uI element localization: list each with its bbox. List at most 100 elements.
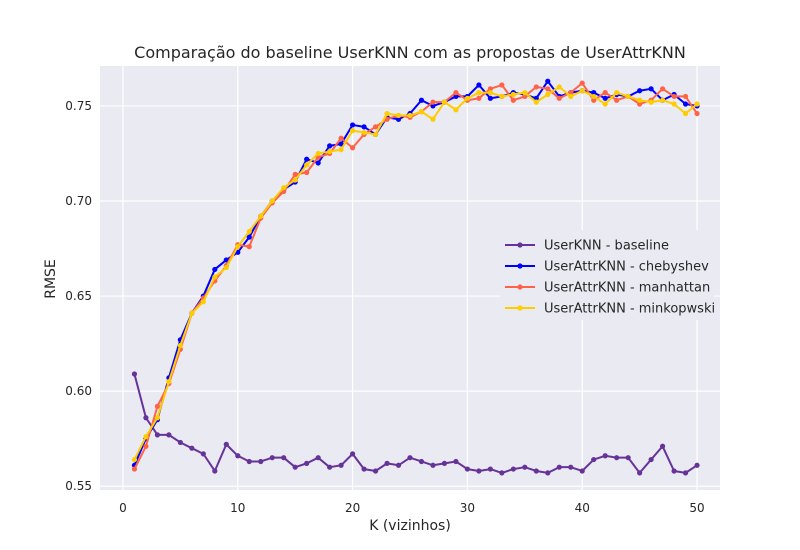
data-point xyxy=(166,432,172,438)
y-tick-label: 0.75 xyxy=(65,99,92,113)
data-point xyxy=(694,110,700,117)
legend-swatch-marker xyxy=(517,305,523,311)
data-point xyxy=(235,453,241,459)
legend-swatch-marker xyxy=(517,284,523,290)
data-point xyxy=(281,185,287,191)
data-point xyxy=(591,456,597,463)
data-point xyxy=(556,95,562,101)
legend-item: UserKNN - baseline xyxy=(505,239,669,254)
data-point xyxy=(476,95,482,101)
data-point xyxy=(315,455,321,461)
data-point xyxy=(510,97,516,103)
data-point xyxy=(430,103,436,109)
data-point xyxy=(361,129,367,136)
data-point xyxy=(556,464,562,470)
legend-item: UserAttrKNN - chebyshev xyxy=(505,260,709,275)
data-point xyxy=(648,86,654,92)
data-point xyxy=(682,101,689,107)
data-point xyxy=(510,91,516,98)
data-point xyxy=(556,84,562,90)
data-point xyxy=(671,468,677,474)
data-point xyxy=(637,101,643,107)
data-point xyxy=(430,116,436,122)
data-point xyxy=(487,90,493,96)
data-point xyxy=(671,93,677,100)
data-point xyxy=(246,228,252,235)
data-point xyxy=(327,464,333,470)
data-point xyxy=(476,82,482,88)
data-point xyxy=(464,95,471,101)
x-tick-label: 20 xyxy=(345,501,360,515)
data-point xyxy=(258,458,264,465)
y-tick-label: 0.60 xyxy=(65,384,92,398)
data-point xyxy=(614,90,620,96)
data-point xyxy=(395,112,402,119)
data-point xyxy=(269,455,275,461)
data-point xyxy=(292,177,298,183)
data-point xyxy=(143,443,149,449)
data-point xyxy=(545,86,551,92)
x-tick-label: 50 xyxy=(689,501,704,515)
data-point xyxy=(212,274,218,280)
x-axis-label: K (vizinhos) xyxy=(369,518,451,534)
data-point xyxy=(189,445,195,451)
chart-title: Comparação do baseline UserKNN com as pr… xyxy=(134,43,686,62)
legend-label: UserAttrKNN - manhattan xyxy=(544,281,710,296)
data-point xyxy=(671,101,677,107)
data-point xyxy=(372,131,379,138)
x-tick-label: 10 xyxy=(230,501,245,515)
data-point xyxy=(591,93,597,100)
data-point xyxy=(395,116,402,122)
data-point xyxy=(269,198,275,204)
data-point xyxy=(384,110,390,117)
data-point xyxy=(579,80,585,86)
data-point xyxy=(648,99,654,105)
data-point xyxy=(246,458,252,465)
axis-ticks: 0 10 20 30 40 50 0.55 0.60 0.65 0.70 0.75 xyxy=(65,99,704,515)
data-point xyxy=(154,403,161,409)
data-point xyxy=(304,156,310,162)
data-point xyxy=(637,97,643,103)
data-point xyxy=(338,462,344,468)
data-point xyxy=(258,213,264,219)
data-point xyxy=(143,415,149,421)
data-point xyxy=(166,379,172,385)
data-point xyxy=(143,434,149,440)
data-point xyxy=(177,342,183,349)
data-point xyxy=(430,99,436,105)
data-point xyxy=(499,82,505,88)
data-point xyxy=(131,371,138,377)
data-point xyxy=(682,470,689,476)
data-point xyxy=(292,171,298,177)
data-point xyxy=(453,107,459,113)
data-point xyxy=(372,468,379,474)
data-point xyxy=(246,244,252,250)
data-point xyxy=(441,99,448,105)
legend-label: UserAttrKNN - minkopwski xyxy=(544,302,715,317)
data-point xyxy=(637,470,643,476)
legend-swatch-marker xyxy=(517,263,523,269)
data-point xyxy=(338,135,344,141)
data-point xyxy=(648,456,654,463)
data-point xyxy=(361,124,367,130)
x-tick-label: 0 xyxy=(119,501,127,515)
data-point xyxy=(154,432,161,438)
data-point xyxy=(522,464,528,470)
data-point xyxy=(659,97,666,103)
y-axis-label: RMSE xyxy=(43,259,59,299)
data-point xyxy=(568,464,574,470)
data-point xyxy=(602,101,608,107)
data-point xyxy=(579,468,585,474)
data-point xyxy=(223,441,229,447)
data-point xyxy=(464,466,471,472)
data-point xyxy=(349,128,356,134)
data-point xyxy=(154,415,161,421)
data-point xyxy=(349,122,356,128)
data-point xyxy=(235,244,241,250)
legend-background xyxy=(500,230,714,320)
x-tick-label: 40 xyxy=(575,501,590,515)
data-point xyxy=(246,234,252,240)
data-point xyxy=(602,90,608,96)
data-point xyxy=(189,310,195,316)
